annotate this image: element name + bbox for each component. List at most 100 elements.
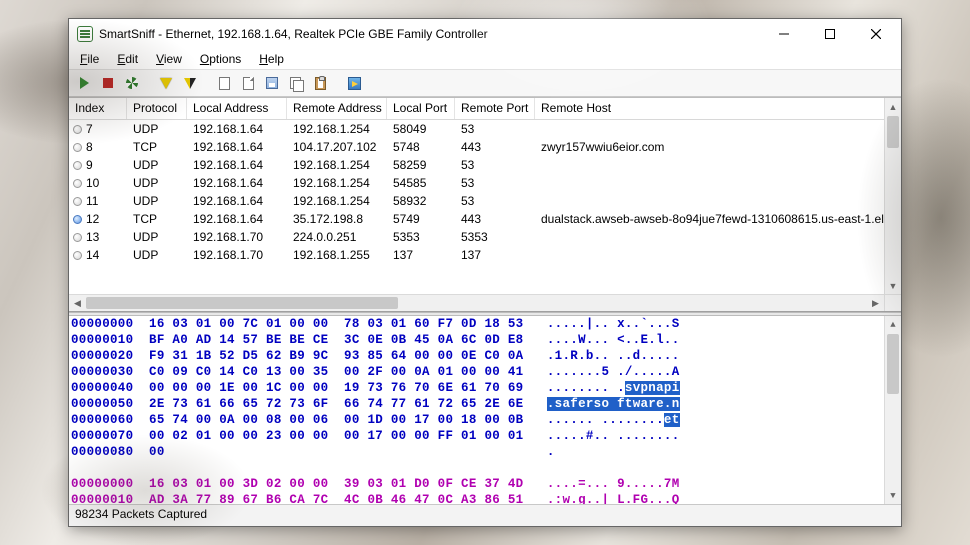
cell-local-port: 137 <box>387 248 455 262</box>
cell-remote-port: 443 <box>455 212 535 226</box>
hex-line: 00000000 16 03 01 00 7C 01 00 00 78 03 0… <box>69 316 901 332</box>
cell-remote-addr: 192.168.1.254 <box>287 176 387 190</box>
col-index[interactable]: Index <box>69 98 127 119</box>
hex-line: 00000040 00 00 00 1E 00 1C 00 00 19 73 7… <box>69 380 901 396</box>
table-row[interactable]: 13UDP192.168.1.70224.0.0.25153535353 <box>69 228 901 246</box>
table-row[interactable]: 14UDP192.168.1.70192.168.1.255137137 <box>69 246 901 264</box>
page-icon <box>219 77 230 90</box>
table-row[interactable]: 11UDP192.168.1.64192.168.1.2545893253 <box>69 192 901 210</box>
cell-local-addr: 192.168.1.64 <box>187 140 287 154</box>
cell-remote-addr: 192.168.1.254 <box>287 122 387 136</box>
status-dot-icon <box>73 179 82 188</box>
column-headers: Index Protocol Local Address Remote Addr… <box>69 98 901 120</box>
start-capture-button[interactable] <box>73 72 95 94</box>
menu-help[interactable]: Help <box>252 51 291 67</box>
list-vscroll-thumb[interactable] <box>887 116 899 148</box>
menu-options[interactable]: Options <box>193 51 248 67</box>
cell-local-port: 58049 <box>387 122 455 136</box>
cell-remote-addr: 104.17.207.102 <box>287 140 387 154</box>
options-icon <box>126 77 138 89</box>
list-hscroll-thumb[interactable] <box>86 297 398 309</box>
exit-icon <box>348 77 361 90</box>
open-button[interactable] <box>237 72 259 94</box>
table-row[interactable]: 12TCP192.168.1.6435.172.198.85749443dual… <box>69 210 901 228</box>
menu-edit[interactable]: Edit <box>110 51 145 67</box>
cell-index: 14 <box>86 248 99 262</box>
toolbar <box>69 69 901 97</box>
hex-vscroll-thumb[interactable] <box>887 334 899 394</box>
scroll-up-icon[interactable]: ▲ <box>885 316 901 333</box>
hex-line: 00000050 2E 73 61 66 65 72 73 6F 66 74 7… <box>69 396 901 412</box>
scroll-down-icon[interactable]: ▼ <box>885 487 901 504</box>
save-button[interactable] <box>261 72 283 94</box>
packet-list-body[interactable]: 7UDP192.168.1.64192.168.1.25458049538TCP… <box>69 120 901 294</box>
play-icon <box>80 77 89 89</box>
copy-button[interactable] <box>285 72 307 94</box>
cell-protocol: UDP <box>127 248 187 262</box>
minimize-button[interactable] <box>761 19 807 49</box>
window-title: SmartSniff - Ethernet, 192.168.1.64, Rea… <box>99 27 488 41</box>
cell-local-port: 5749 <box>387 212 455 226</box>
cell-protocol: UDP <box>127 122 187 136</box>
app-icon <box>77 26 93 42</box>
status-dot-icon <box>73 125 82 134</box>
list-vscrollbar[interactable]: ▲ ▼ <box>884 98 901 294</box>
filter-button[interactable] <box>155 72 177 94</box>
copy-icon <box>290 77 303 90</box>
cell-index: 8 <box>86 140 93 154</box>
maximize-button[interactable] <box>807 19 853 49</box>
cell-local-addr: 192.168.1.64 <box>187 212 287 226</box>
cell-remote-addr: 35.172.198.8 <box>287 212 387 226</box>
hex-view[interactable]: 00000000 16 03 01 00 7C 01 00 00 78 03 0… <box>69 316 901 504</box>
titlebar[interactable]: SmartSniff - Ethernet, 192.168.1.64, Rea… <box>69 19 901 49</box>
scroll-right-icon[interactable]: ▶ <box>867 295 884 311</box>
cell-local-addr: 192.168.1.64 <box>187 158 287 172</box>
table-row[interactable]: 9UDP192.168.1.64192.168.1.2545825953 <box>69 156 901 174</box>
hex-vscrollbar[interactable]: ▲ ▼ <box>884 316 901 504</box>
cell-local-addr: 192.168.1.64 <box>187 194 287 208</box>
cell-remote-port: 443 <box>455 140 535 154</box>
col-local-addr[interactable]: Local Address <box>187 98 287 119</box>
stop-capture-button[interactable] <box>97 72 119 94</box>
cell-local-port: 5748 <box>387 140 455 154</box>
cell-index: 12 <box>86 212 99 226</box>
hex-line: 00000010 BF A0 AD 14 57 BE BE CE 3C 0E 0… <box>69 332 901 348</box>
cell-protocol: UDP <box>127 158 187 172</box>
scroll-down-icon[interactable]: ▼ <box>885 277 901 294</box>
cell-index: 11 <box>86 194 98 208</box>
clipboard-button[interactable] <box>309 72 331 94</box>
cell-local-addr: 192.168.1.70 <box>187 248 287 262</box>
app-window: SmartSniff - Ethernet, 192.168.1.64, Rea… <box>68 18 902 527</box>
menu-view[interactable]: View <box>149 51 189 67</box>
exit-button[interactable] <box>343 72 365 94</box>
col-protocol[interactable]: Protocol <box>127 98 187 119</box>
menu-file[interactable]: File <box>73 51 106 67</box>
hex-line: 00000080 00 . <box>69 444 901 460</box>
scroll-up-icon[interactable]: ▲ <box>885 98 901 115</box>
new-button[interactable] <box>213 72 235 94</box>
cell-protocol: UDP <box>127 176 187 190</box>
col-remote-addr[interactable]: Remote Address <box>287 98 387 119</box>
status-dot-icon <box>73 215 82 224</box>
cell-remote-port: 53 <box>455 176 535 190</box>
hex-line: 00000030 C0 09 C0 14 C0 13 00 35 00 2F 0… <box>69 364 901 380</box>
table-row[interactable]: 7UDP192.168.1.64192.168.1.2545804953 <box>69 120 901 138</box>
close-button[interactable] <box>853 19 899 49</box>
cell-local-addr: 192.168.1.64 <box>187 176 287 190</box>
cell-remote-addr: 192.168.1.254 <box>287 194 387 208</box>
cell-remote-addr: 224.0.0.251 <box>287 230 387 244</box>
status-dot-icon <box>73 143 82 152</box>
display-filter-button[interactable] <box>179 72 201 94</box>
scroll-left-icon[interactable]: ◀ <box>69 295 86 311</box>
table-row[interactable]: 8TCP192.168.1.64104.17.207.1025748443zwy… <box>69 138 901 156</box>
col-remote-host[interactable]: Remote Host <box>535 98 901 119</box>
col-remote-port[interactable]: Remote Port <box>455 98 535 119</box>
cell-local-port: 58259 <box>387 158 455 172</box>
list-hscrollbar[interactable]: ◀ ▶ <box>69 294 901 311</box>
table-row[interactable]: 10UDP192.168.1.64192.168.1.2545458553 <box>69 174 901 192</box>
filter-half-icon <box>184 78 196 89</box>
col-local-port[interactable]: Local Port <box>387 98 455 119</box>
capture-options-button[interactable] <box>121 72 143 94</box>
cell-index: 7 <box>86 122 93 136</box>
cell-remote-host: zwyr157wwiu6eior.com <box>535 140 901 154</box>
